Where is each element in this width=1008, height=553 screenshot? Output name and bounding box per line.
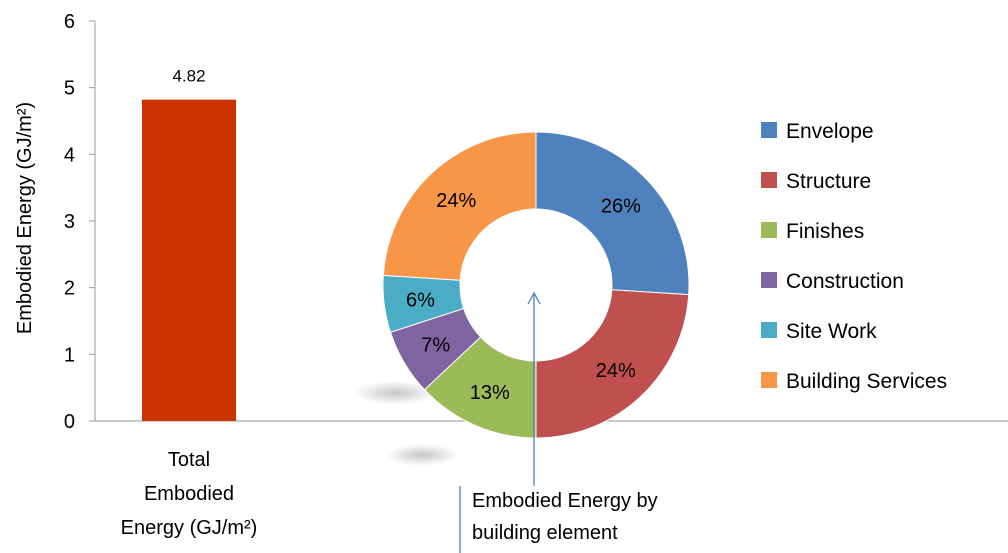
slice-percent-label: 26% [601,195,641,217]
slice-percent-label: 7% [421,334,450,356]
donut-shadow [386,444,458,466]
donut-shadow [353,381,437,405]
donut-chart: 26% 24% 13% 7% 6% 24% [382,131,690,439]
annotation-text: Embodied Energy by [472,490,658,512]
bar-series: 4.82 [142,67,236,422]
legend-label: Construction [786,270,904,293]
legend-label: Envelope [786,120,874,143]
donut-slice [382,131,537,281]
y-tick-label: 0 [64,411,75,433]
legend-label: Finishes [786,220,864,243]
legend-swatch [761,322,777,338]
annotation-arrowhead [527,291,541,305]
legend-swatch [761,272,777,288]
bar-category-label: Energy (GJ/m²) [121,517,258,539]
bar-data-label: 4.82 [172,67,205,86]
slice-percent-label: 13% [470,382,510,404]
legend: Envelope Structure Finishes Construction Sit… [761,120,947,393]
y-tick-label: 1 [64,344,75,366]
bar-category-label: Embodied [144,483,234,505]
y-tick-label: 5 [64,78,75,100]
bar [142,99,236,422]
y-axis-ticks: 0 1 2 3 4 5 6 [64,11,95,433]
donut-slice [535,131,690,296]
legend-label: Structure [786,170,871,193]
slice-percent-label: 6% [406,290,435,312]
legend-swatch [761,222,777,238]
legend-label: Site Work [786,320,877,343]
y-axis-label: Embodied Energy (GJ/m²) [14,102,36,334]
donut-slice [535,289,690,439]
slice-percent-label: 24% [436,190,476,212]
legend-swatch [761,172,777,188]
bar-category-label: Total [168,449,210,471]
y-tick-label: 6 [64,11,75,33]
legend-swatch [761,372,777,388]
slice-percent-label: 24% [596,360,636,382]
legend-swatch [761,122,777,138]
annotation-text: building element [472,522,618,544]
legend-label: Building Services [786,370,947,393]
y-tick-label: 2 [64,278,75,300]
y-tick-label: 4 [64,144,75,166]
y-tick-label: 3 [64,211,75,233]
